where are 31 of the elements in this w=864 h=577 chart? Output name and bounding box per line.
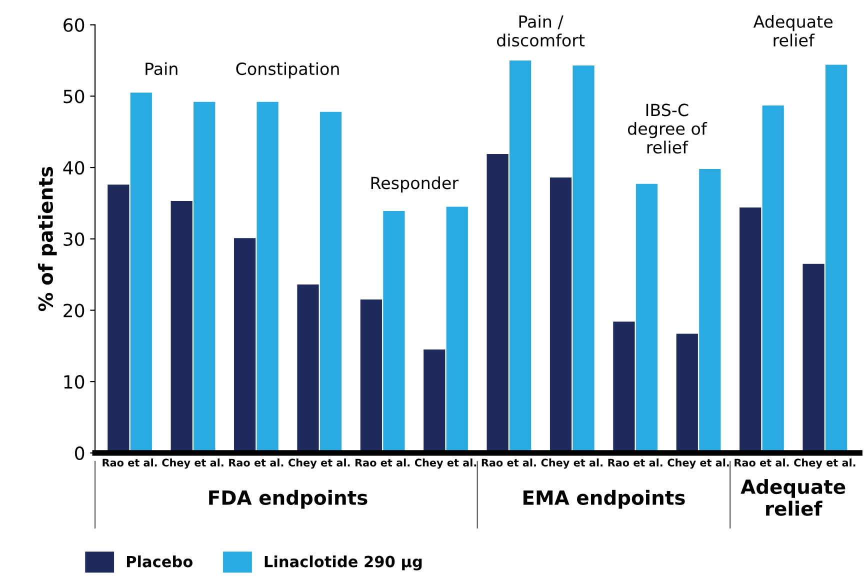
y-tick-label: 40: [63, 160, 84, 175]
x-tick-label: Rao et al.: [229, 458, 284, 467]
legend-label: Placebo: [126, 555, 193, 568]
x-tick-label: Chey et al.: [414, 458, 476, 469]
x-tick-label: Chey et al.: [288, 458, 350, 469]
text: Adequate relief: [740, 479, 846, 516]
y-tick-label: 50: [64, 90, 84, 104]
x-tick-label: Rao et al.: [102, 458, 157, 467]
x-tick-label: Rao et al.: [482, 458, 536, 467]
legend-label: Linaclotide 290 μg: [264, 555, 422, 570]
x-tick-label: Rao et al.: [734, 458, 789, 467]
x-tick-label: Chey et al.: [794, 458, 856, 469]
x-tick-label: Chey et al.: [541, 458, 602, 469]
y-tick-label: 20: [64, 304, 84, 318]
annotation: Pain / discomfort: [497, 14, 585, 47]
annotation: Pain: [146, 62, 178, 76]
y-tick-label: 60: [64, 18, 84, 32]
annotation: Adequate relief: [753, 14, 832, 47]
x-tick-label: Chey et al.: [162, 458, 224, 469]
y-tick-label: 0: [75, 446, 84, 460]
text: FDA endpoints: [209, 490, 368, 509]
x-tick-label: Chey et al.: [668, 458, 729, 469]
y-tick-label: 30: [64, 232, 84, 246]
x-tick-label: Rao et al.: [355, 458, 410, 467]
annotation: Responder: [371, 176, 459, 192]
annotation: Constipation: [236, 62, 339, 78]
x-tick-label: Rao et al.: [608, 458, 662, 467]
annotation: IBS-C degree of relief: [628, 104, 708, 154]
y-tick-label: 10: [64, 375, 84, 389]
y-axis-title: % of patients: [38, 166, 57, 312]
text: EMA endpoints: [524, 490, 685, 509]
